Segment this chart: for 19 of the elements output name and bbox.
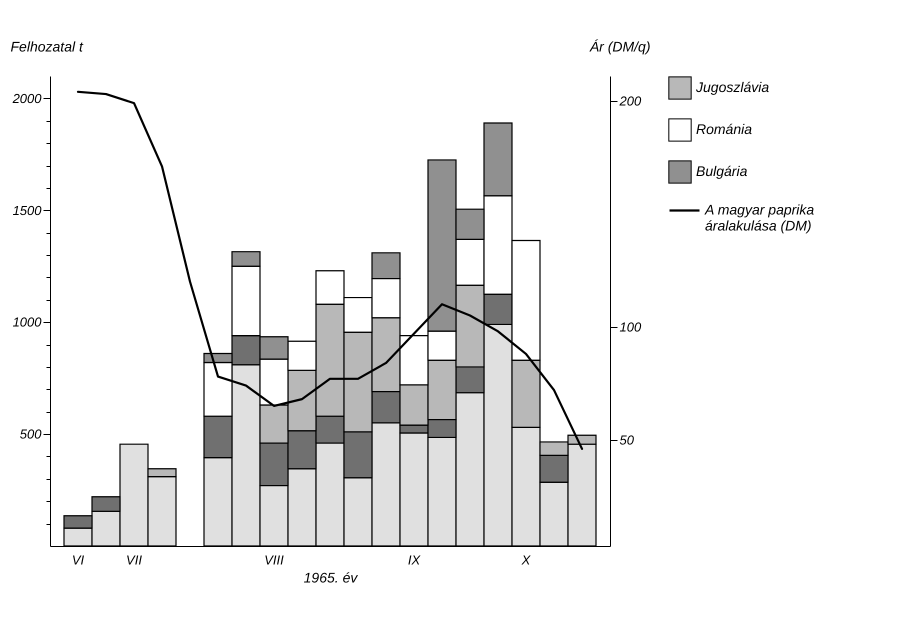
- x-tick-label: VII: [126, 552, 142, 568]
- y2-tick-label: 200: [618, 93, 642, 108]
- y-tick-label: 1500: [12, 202, 42, 218]
- legend-label: A magyar paprika áralakulása (DM): [704, 202, 814, 234]
- y-tick-label: 1000: [12, 314, 42, 330]
- x-axis-title: 1965. év: [304, 570, 358, 586]
- y-tick-label: 500: [20, 426, 42, 442]
- x-tick-label: X: [520, 552, 532, 568]
- x-tick-label: IX: [408, 552, 422, 568]
- y-axis-title: Felhozatal t: [10, 38, 84, 54]
- y2-axis-title: Ár (DM/q): [588, 38, 650, 54]
- y2-tick-label: 100: [620, 319, 642, 334]
- x-tick-label: VI: [72, 552, 85, 568]
- legend-label: Jugoszlávia: [695, 79, 770, 95]
- legend-label: Bulgária: [696, 163, 748, 179]
- y2-tick-label: 50: [620, 432, 635, 448]
- legend-label: Románia: [696, 121, 752, 137]
- y-tick-label: 2000: [12, 90, 42, 106]
- x-tick-label: VIII: [264, 552, 284, 568]
